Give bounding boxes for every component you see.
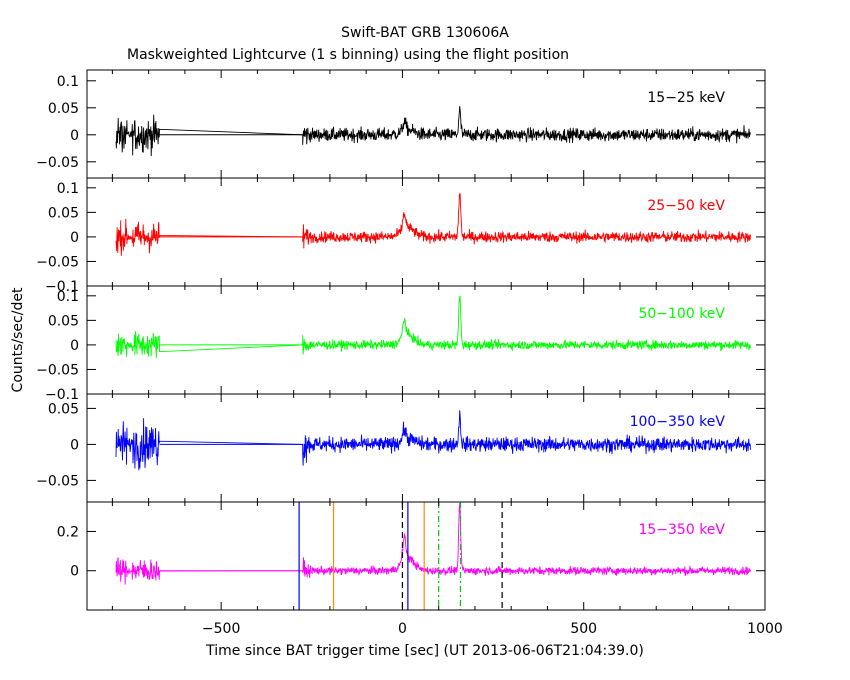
y-tick-label: −0.05 xyxy=(36,362,79,378)
y-tick-label: 0.1 xyxy=(57,74,79,90)
panel-label: 50−100 keV xyxy=(638,306,725,322)
y-tick-label: −0.05 xyxy=(36,254,79,270)
panel-label: 15−350 keV xyxy=(638,522,725,538)
y-tick-label: −0.1 xyxy=(45,387,79,403)
panels-group: −0.05 0 0.05 0.1 15−25 keV −0.1 −0.05 0 0.05 0.1 2… xyxy=(36,69,783,637)
series-line xyxy=(115,410,751,471)
chart-title: Swift-BAT GRB 130606A xyxy=(341,25,509,41)
panel-4: −0.05 0 0.05 100−350 keV xyxy=(36,393,766,503)
y-tick-label: 0.1 xyxy=(57,289,79,305)
x-tick-label: −500 xyxy=(202,621,240,637)
x-tick-label: 500 xyxy=(570,621,597,637)
panel-2: −0.1 −0.05 0 0.05 0.1 25−50 keV xyxy=(36,177,766,295)
y-tick-label: −0.05 xyxy=(36,155,79,171)
panel-1: −0.05 0 0.05 0.1 15−25 keV xyxy=(36,69,766,179)
series-line xyxy=(115,502,751,585)
series-line xyxy=(115,295,751,359)
panel-3: −0.1 −0.05 0 0.05 0.1 50−100 keV xyxy=(36,285,766,403)
y-tick-label: 0.05 xyxy=(48,101,79,117)
panel-label: 15−25 keV xyxy=(647,90,725,106)
y-tick-label: 0.05 xyxy=(48,205,79,221)
panel-frame xyxy=(86,501,766,611)
y-tick-label: 0 xyxy=(70,338,79,354)
x-tick-label: 0 xyxy=(398,621,407,637)
panel-frame xyxy=(86,285,766,395)
panel-frame xyxy=(86,69,766,179)
y-tick-label: 0.05 xyxy=(48,401,79,417)
panel-5: 0 0.2 15−350 keV xyxy=(57,501,766,611)
chart-subtitle: Maskweighted Lightcurve (1 s binning) us… xyxy=(127,47,569,63)
y-tick-label: 0 xyxy=(70,564,79,580)
y-tick-label: 0.05 xyxy=(48,313,79,329)
x-axis-label: Time since BAT trigger time [sec] (UT 20… xyxy=(205,643,644,659)
series-line xyxy=(115,106,751,157)
y-tick-label: 0 xyxy=(70,230,79,246)
x-tick-label: 1000 xyxy=(747,621,783,637)
panel-label: 100−350 keV xyxy=(630,414,726,430)
y-axis-label: Counts/sec/det xyxy=(10,287,26,392)
y-tick-label: 0 xyxy=(70,128,79,144)
panel-label: 25−50 keV xyxy=(647,198,725,214)
y-tick-label: −0.05 xyxy=(36,473,79,489)
y-tick-label: −0.1 xyxy=(45,279,79,295)
series-line xyxy=(115,193,751,256)
y-tick-label: 0.2 xyxy=(57,524,79,540)
y-tick-label: 0.1 xyxy=(57,181,79,197)
y-tick-label: 0 xyxy=(70,437,79,453)
